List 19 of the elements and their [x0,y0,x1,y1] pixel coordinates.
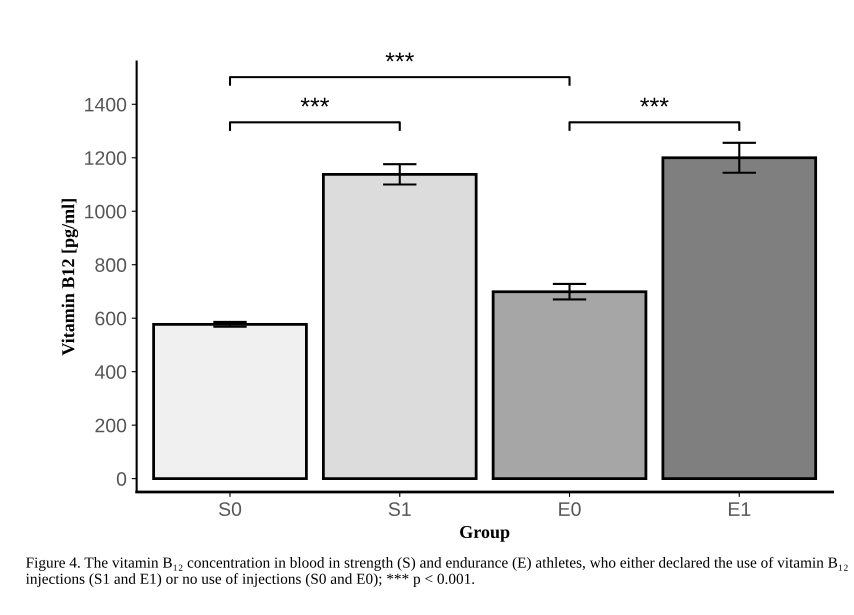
x-tick-label: S0 [219,502,242,516]
bar [152,322,308,480]
caption: Figure 4. The vitamin B₁₂ concentration in blood in strength (S) and endurance (E) athletes, who either declared the use of vitamin B₁₂ injections (S1 and E1) or no use of injections (S0 and E0); *** p < 0.001. [26,556,848,588]
y-tick-label: 400 [94,365,126,379]
x-axis-title: Group [460,526,510,542]
annotation: *** [300,98,330,107]
annotation: *** [640,98,669,107]
y-tick-label: 800 [95,258,126,272]
x-tick-label: E0 [559,502,581,516]
x-tick-label: E1 [728,502,750,516]
x-tick-label: S1 [388,502,411,516]
y-tick-label: 200 [95,418,126,432]
y-tick-label: 1200 [85,151,126,165]
y-tick-label: 0 [116,472,126,486]
y-tick-label: 1400 [85,98,126,112]
y-tick-label: 600 [95,312,126,326]
y-axis-title: Vitamin B12 [pg/ml] [62,199,78,356]
text: *** [386,52,414,62]
y-tick-label: 1000 [85,204,126,218]
